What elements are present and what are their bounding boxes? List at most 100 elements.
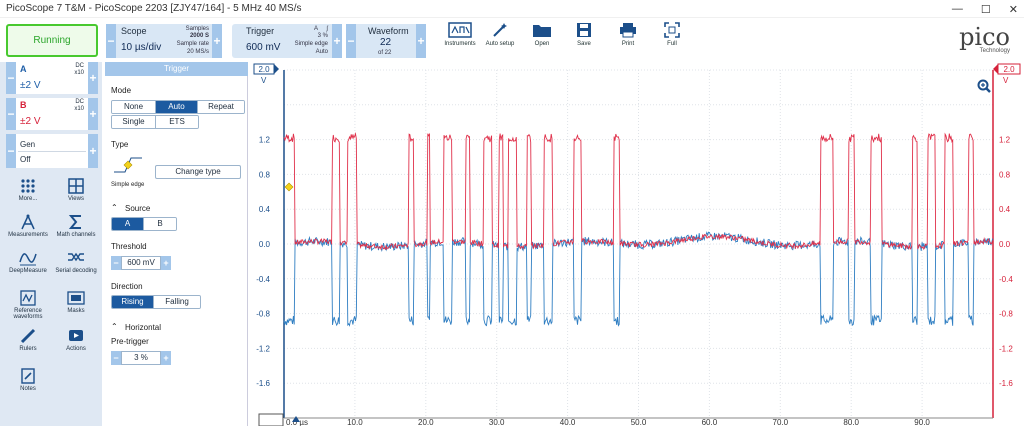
source-collapse-icon[interactable]: ⌃ — [111, 203, 118, 212]
threshold-value[interactable]: 600 mV — [121, 256, 161, 270]
pretrigger-increase[interactable]: + — [161, 351, 171, 365]
trigger-threshold-value[interactable]: 600 mV — [246, 42, 281, 53]
folder-icon — [533, 25, 551, 37]
views-button[interactable]: Views — [53, 178, 99, 202]
serial-decoding-button[interactable]: Serial decoding — [53, 250, 99, 274]
minimize-button[interactable]: — — [951, 3, 963, 15]
time-tick-label: 10.0 — [347, 418, 363, 426]
trigger-type: Simple edge — [294, 41, 328, 47]
mode-selector-2: Single ETS — [111, 115, 199, 129]
left-axis-unit: V — [261, 76, 267, 85]
source-b[interactable]: B — [144, 218, 176, 230]
close-button[interactable]: ✕ — [1008, 3, 1018, 16]
masks-button[interactable]: Masks — [53, 290, 99, 314]
deepmeasure-icon — [19, 253, 37, 266]
trigger-increase-button[interactable]: + — [332, 24, 342, 58]
window-title: PicoScope 7 T&M - PicoScope 2203 [ZJY47/… — [6, 3, 302, 14]
time-tick-label: 80.0 — [843, 418, 859, 426]
mode-single[interactable]: Single — [112, 116, 156, 128]
direction-label: Direction — [111, 282, 143, 291]
left-tick-label: -1.2 — [256, 344, 270, 353]
channel-a-decrease-button[interactable]: − — [6, 62, 16, 94]
horizontal-collapse-icon[interactable]: ⌃ — [111, 322, 118, 331]
notes-button[interactable]: Notes — [5, 368, 51, 392]
full-label: Full — [667, 41, 677, 47]
trigger-mode: Auto — [315, 49, 328, 55]
print-label: Print — [621, 41, 635, 47]
time-ruler-box[interactable] — [258, 413, 284, 427]
scope-view[interactable]: 1.2 0.8 0.4 0.0 -0.4 -0.8 -1.2 -1.6 1.2 0.8 0.4 0.… — [251, 62, 1024, 427]
print-icon — [620, 23, 636, 38]
mask-icon — [67, 291, 85, 305]
time-tick-label: 60.0 — [702, 418, 718, 426]
waveform-next-button[interactable]: + — [416, 24, 426, 58]
trigger-channel: A — [313, 26, 318, 32]
waveform-prev-button[interactable]: − — [346, 24, 356, 58]
traces — [283, 132, 994, 327]
channel-a-increase-button[interactable]: + — [88, 62, 98, 94]
notes-icon — [21, 368, 35, 384]
gen-state[interactable]: Off — [20, 155, 31, 164]
reference-waveforms-button[interactable]: Reference waveforms — [5, 290, 51, 320]
save-button[interactable]: Save — [562, 22, 606, 47]
pretrigger-value[interactable]: 3 % — [121, 351, 161, 365]
channel-a-offset-marker[interactable] — [274, 64, 279, 74]
threshold-increase[interactable]: + — [161, 256, 171, 270]
oscilloscope-plot[interactable]: 1.2 0.8 0.4 0.0 -0.4 -0.8 -1.2 -1.6 1.2 0.8 0.4 0.… — [251, 62, 1024, 427]
trigger-marker[interactable] — [284, 182, 294, 192]
zoom-icon[interactable] — [977, 79, 991, 93]
more-button[interactable]: More... — [5, 178, 51, 202]
rulers-button[interactable]: Rulers — [5, 328, 51, 352]
math-channels-button[interactable]: Math channels — [53, 214, 99, 238]
change-type-button[interactable]: Change type — [155, 165, 241, 179]
deepmeasure-button[interactable]: DeepMeasure — [5, 250, 51, 274]
source-a[interactable]: A — [112, 218, 144, 230]
auto-setup-button[interactable]: Auto setup — [478, 22, 522, 47]
channel-b-trace — [283, 132, 994, 251]
ruler-icon — [20, 328, 36, 344]
channel-b-increase-button[interactable]: + — [88, 98, 98, 130]
fullscreen-icon — [664, 22, 680, 38]
direction-rising[interactable]: Rising — [112, 296, 154, 308]
channel-b-decrease-button[interactable]: − — [6, 98, 16, 130]
run-stop-button[interactable]: Running — [6, 24, 98, 57]
channel-a-label: A — [20, 64, 27, 74]
channel-a-range[interactable]: ±2 V — [20, 80, 41, 91]
save-icon — [577, 23, 591, 37]
gen-increase-button[interactable]: + — [88, 134, 98, 168]
sigma-icon — [68, 215, 81, 229]
mode-repeat[interactable]: Repeat — [198, 101, 244, 113]
full-button[interactable]: Full — [650, 22, 694, 47]
time-tick-label: 30.0 — [489, 418, 505, 426]
mode-ets[interactable]: ETS — [156, 116, 198, 128]
channel-b-range[interactable]: ±2 V — [20, 116, 41, 127]
direction-falling[interactable]: Falling — [154, 296, 200, 308]
maximize-button[interactable]: ☐ — [980, 3, 991, 16]
type-name: Simple edge — [111, 182, 145, 188]
right-tick-label: -1.2 — [999, 344, 1013, 353]
time-origin-marker[interactable] — [292, 416, 300, 422]
mode-label: Mode — [111, 86, 132, 95]
instruments-button[interactable]: Instruments — [438, 22, 482, 47]
waveform-number: 22 — [380, 37, 392, 48]
instruments-icon — [448, 22, 472, 38]
scope-increase-button[interactable]: + — [212, 24, 222, 58]
left-tick-label: 1.2 — [259, 136, 271, 145]
open-button[interactable]: Open — [520, 22, 564, 47]
scope-title: Scope — [121, 26, 147, 36]
threshold-decrease[interactable]: − — [111, 256, 121, 270]
left-tick-label: -0.4 — [256, 275, 270, 284]
pretrigger-decrease[interactable]: − — [111, 351, 121, 365]
actions-button[interactable]: Actions — [53, 328, 99, 352]
mode-selector: None Auto Repeat — [111, 100, 245, 114]
right-axis-unit: V — [1003, 76, 1009, 85]
channel-b-offset-marker[interactable] — [993, 64, 998, 74]
gen-decrease-button[interactable]: − — [6, 134, 16, 168]
scope-decrease-button[interactable]: − — [106, 24, 116, 58]
right-axis-top: 2.0 — [1003, 65, 1015, 74]
mode-auto[interactable]: Auto — [156, 101, 198, 113]
mode-none[interactable]: None — [112, 101, 156, 113]
print-button[interactable]: Print — [606, 22, 650, 47]
timebase-value[interactable]: 10 µs/div — [121, 42, 162, 53]
measurements-button[interactable]: Measurements — [5, 214, 51, 238]
